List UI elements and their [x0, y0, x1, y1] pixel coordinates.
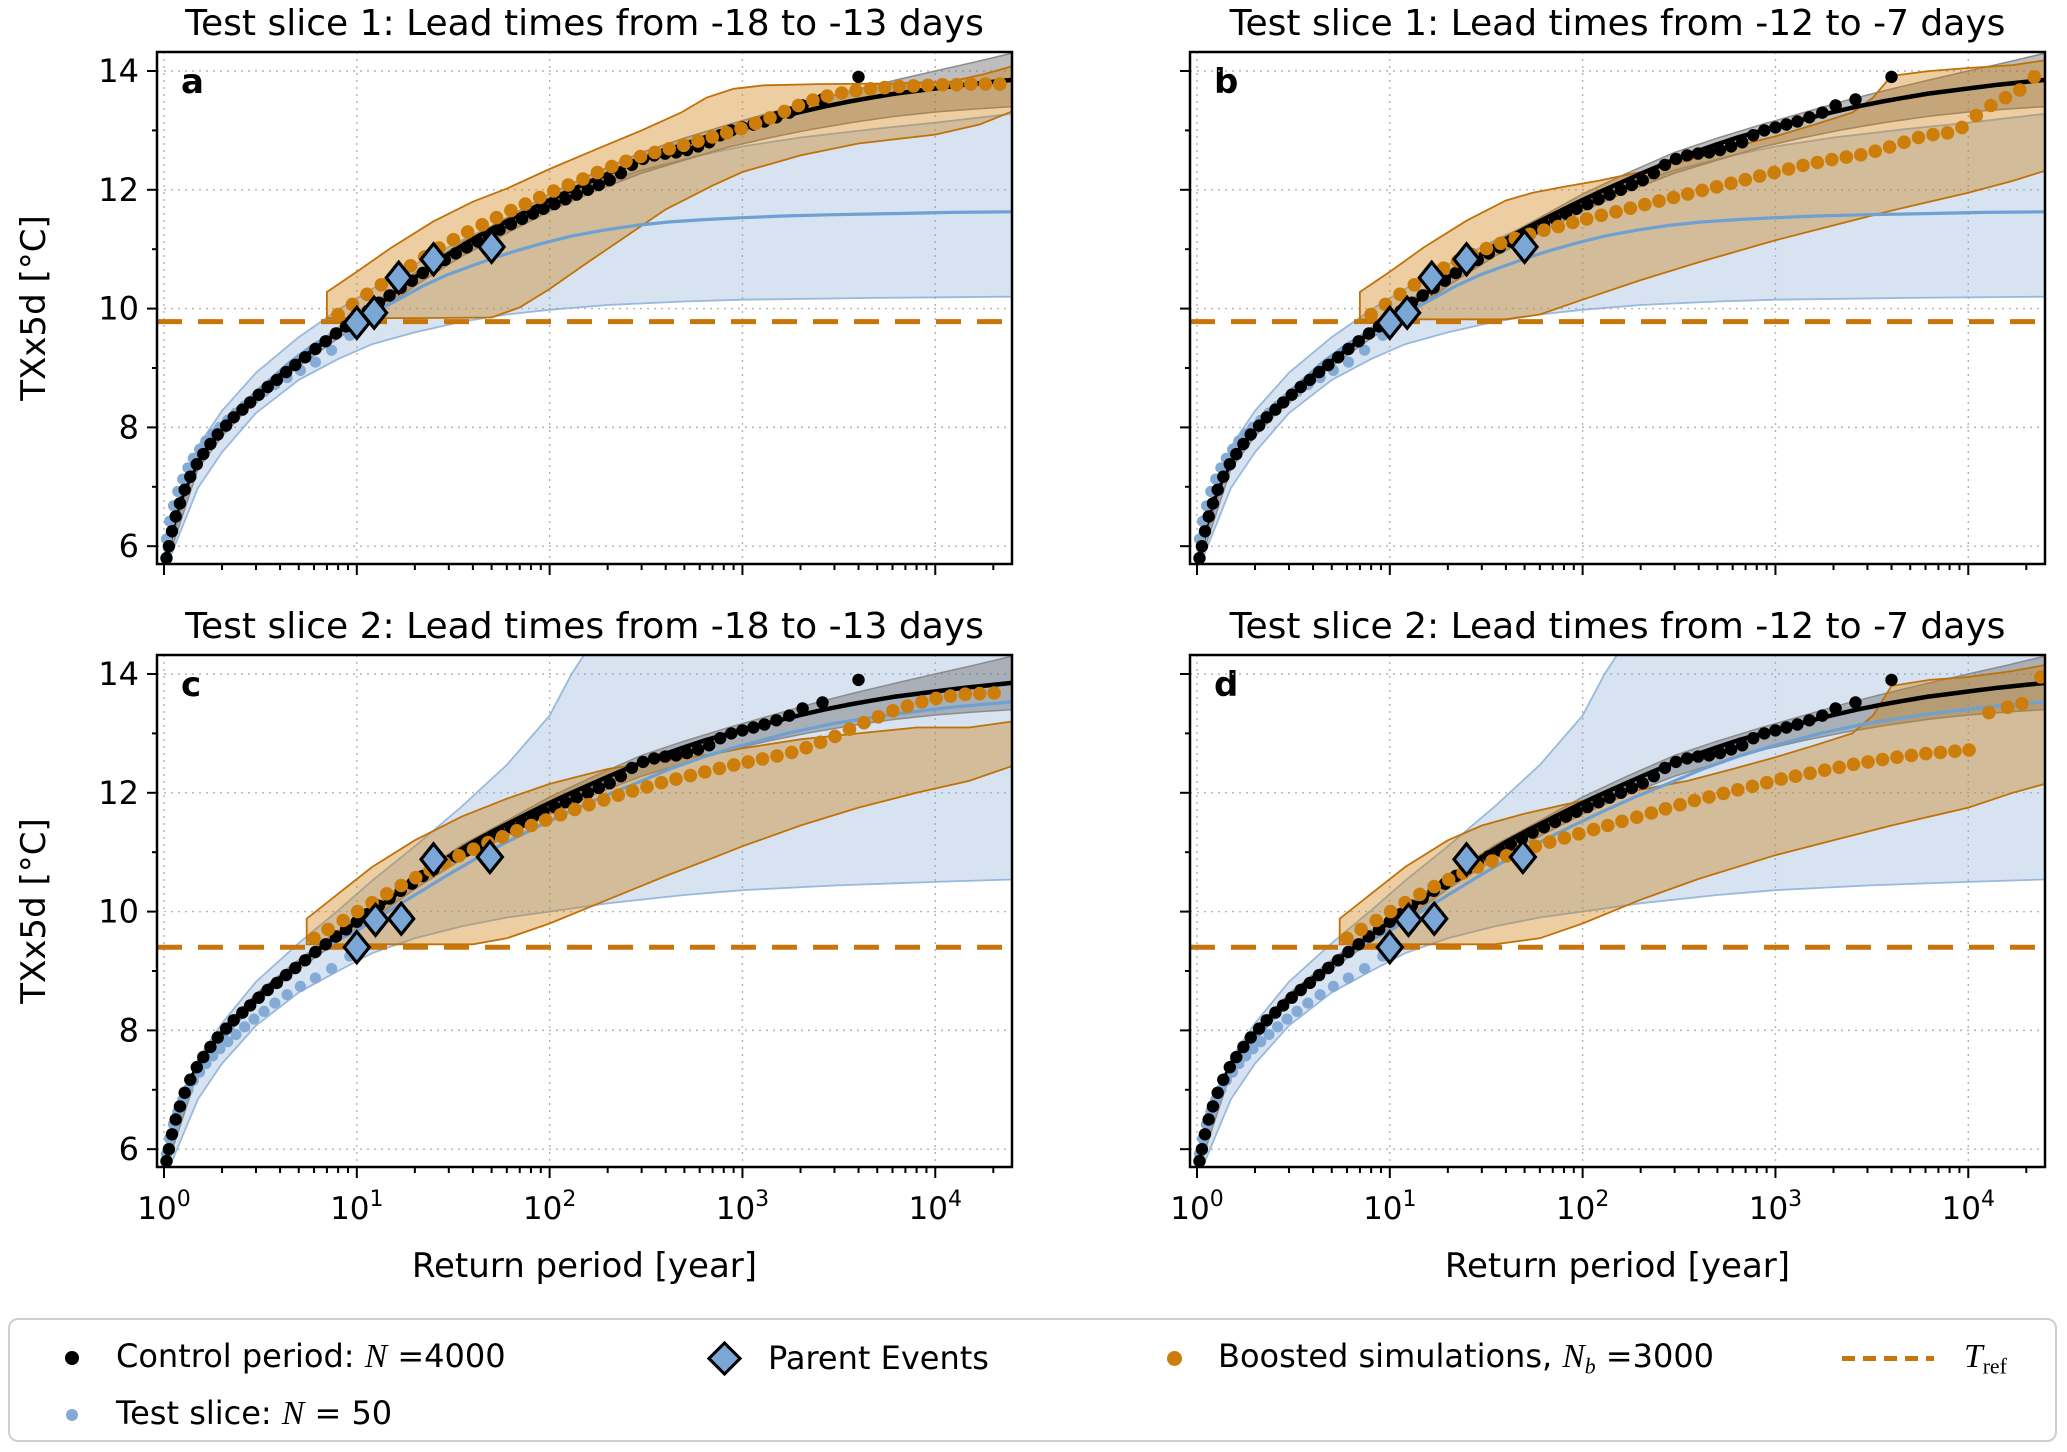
parent-event-markers [342, 838, 505, 966]
legend-label: Test slice: N = 50 [116, 1393, 393, 1432]
panel-c-letter: c [181, 665, 202, 705]
svg-text:6: 6 [119, 527, 139, 565]
svg-text:14: 14 [98, 52, 139, 90]
svg-text:101: 101 [1363, 1187, 1416, 1227]
boosted-points [1340, 670, 2045, 946]
control-dot-icon [65, 1351, 79, 1365]
tref-dash-icon [1842, 1355, 1934, 1361]
boosted-ci-band [305, 720, 1012, 946]
svg-text:12: 12 [98, 774, 139, 812]
legend-label: Parent Events [768, 1339, 989, 1377]
axis-ticks [1180, 70, 2028, 575]
svg-text:102: 102 [523, 1187, 576, 1227]
panel-d-plot: 100 101 102 103 104 [1170, 653, 2047, 1227]
svg-text:103: 103 [716, 1187, 769, 1227]
legend-label: Boosted simulations, Nb =3000 [1218, 1336, 1715, 1379]
axis-ticks [1180, 673, 2028, 1178]
legend-item-tref: Tref [1838, 1338, 2007, 1378]
panel-c-plot: 100 101 102 103 104 6 8 10 12 14 [98, 653, 1014, 1227]
y-axis-label-row2: TXx5d [°C] [14, 818, 54, 1004]
test-slice-dot-icon [66, 1409, 78, 1421]
boosted-dot-icon [1166, 1350, 1182, 1366]
panel-b-title: Test slice 1: Lead times from -12 to -7 … [1229, 3, 2006, 44]
panel-a-plot: 6 8 10 12 14 [98, 50, 1014, 575]
legend-label: Tref [1964, 1337, 2007, 1379]
legend-item-boosted: Boosted simulations, Nb =3000 [1152, 1336, 1715, 1379]
panel-d-letter: d [1214, 665, 1239, 705]
panel-b-letter: b [1214, 62, 1239, 102]
x-axis-label-right: Return period [year] [1444, 1246, 1791, 1286]
svg-text:101: 101 [330, 1187, 383, 1227]
svg-text:100: 100 [1170, 1187, 1223, 1227]
panel-c-title: Test slice 2: Lead times from -18 to -13… [185, 606, 984, 647]
parent-event-markers [1375, 838, 1538, 966]
svg-text:103: 103 [1749, 1187, 1802, 1227]
boosted-points [331, 77, 1007, 322]
panel-b-plot [1180, 50, 2047, 575]
y-axis-label-row1: TXx5d [°C] [14, 215, 54, 401]
parent-event-diamond-icon [706, 1340, 742, 1376]
svg-text:6: 6 [119, 1130, 139, 1168]
axis-ticks [147, 673, 995, 1178]
legend: Control period: N =4000 Test slice: N = … [8, 1318, 2057, 1442]
svg-text:8: 8 [119, 1011, 139, 1049]
control-points [1193, 673, 1898, 1167]
svg-text:104: 104 [909, 1187, 962, 1227]
y-tick-labels: 6 8 10 12 14 [98, 655, 139, 1168]
boosted-points [307, 686, 1001, 946]
x-tick-labels: 100 101 102 103 104 [137, 1187, 962, 1227]
svg-text:14: 14 [98, 655, 139, 693]
svg-text:12: 12 [98, 171, 139, 209]
panel-d-title: Test slice 2: Lead times from -12 to -7 … [1229, 606, 2006, 647]
svg-text:102: 102 [1556, 1187, 1609, 1227]
svg-text:10: 10 [98, 893, 139, 931]
panel-a-letter: a [181, 62, 204, 102]
svg-text:104: 104 [1942, 1187, 1995, 1227]
svg-text:100: 100 [137, 1187, 190, 1227]
parent-event-markers [1375, 228, 1540, 341]
x-tick-labels: 100 101 102 103 104 [1170, 1187, 1995, 1227]
parent-event-markers [342, 228, 507, 341]
svg-text:10: 10 [98, 290, 139, 328]
x-axis-label-left: Return period [year] [411, 1246, 758, 1286]
legend-item-test-slice: Test slice: N = 50 [50, 1393, 393, 1435]
axis-ticks [147, 70, 995, 575]
y-tick-labels: 6 8 10 12 14 [98, 52, 139, 565]
legend-label: Control period: N =4000 [116, 1336, 506, 1375]
svg-text:8: 8 [119, 408, 139, 446]
panel-a-title: Test slice 1: Lead times from -18 to -13… [185, 3, 984, 44]
legend-item-parent-events: Parent Events [702, 1338, 989, 1378]
legend-item-control: Control period: N =4000 [50, 1336, 506, 1378]
